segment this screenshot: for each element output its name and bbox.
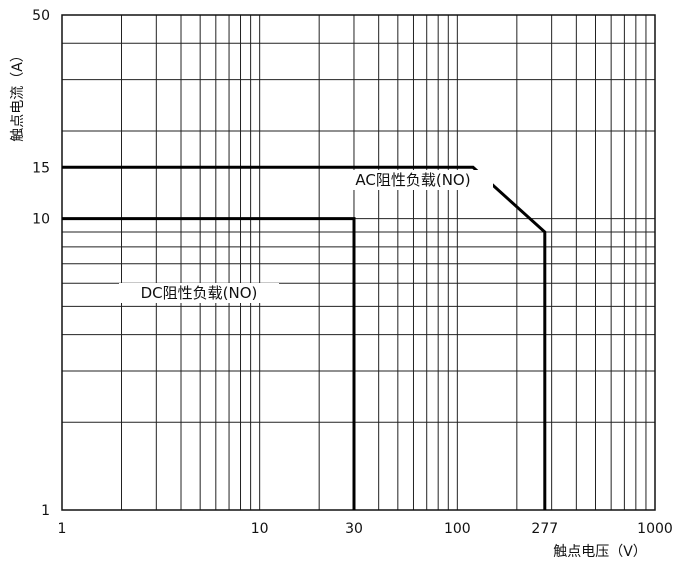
y-tick-label: 10 (32, 212, 50, 228)
series-label-ac: AC阻性负载(NO) (355, 171, 470, 189)
x-tick-label: 100 (444, 521, 471, 537)
x-tick-label: 30 (345, 521, 363, 537)
x-tick-label: 1000 (637, 521, 673, 537)
series-line-ac (62, 165, 547, 510)
series-labels: AC阻性负载(NO) DC阻性负载(NO) (119, 170, 493, 303)
series-line-dc (62, 217, 356, 510)
series-lines (62, 165, 547, 510)
y-tick-label: 1 (41, 503, 50, 519)
series-label-dc: DC阻性负载(NO) (141, 284, 258, 302)
x-tick-label: 277 (531, 521, 558, 537)
plot-border (61, 14, 656, 511)
grid (61, 14, 656, 511)
y-tick-label: 15 (32, 160, 50, 176)
tick-labels: 1 10 30 100 277 1000 1 10 15 50 (32, 8, 673, 537)
y-tick-label: 50 (32, 8, 50, 24)
series-label-background (333, 170, 493, 190)
series-label-background (119, 283, 279, 303)
x-tick-label: 10 (251, 521, 269, 537)
x-tick-label: 1 (58, 521, 67, 537)
x-axis-title: 触点电压（V） (553, 544, 647, 560)
y-axis-title: 触点电流（A） (10, 48, 26, 142)
